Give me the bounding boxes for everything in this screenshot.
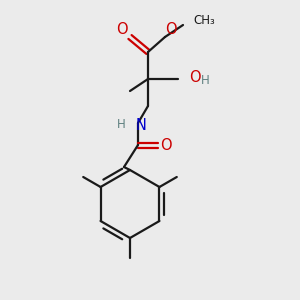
Text: CH₃: CH₃ [193,14,215,28]
Text: H: H [201,74,209,88]
Text: N: N [136,118,146,133]
Text: O: O [165,22,177,38]
Text: O: O [116,22,128,37]
Text: O: O [189,70,201,86]
Text: H: H [117,118,125,131]
Text: O: O [160,137,172,152]
